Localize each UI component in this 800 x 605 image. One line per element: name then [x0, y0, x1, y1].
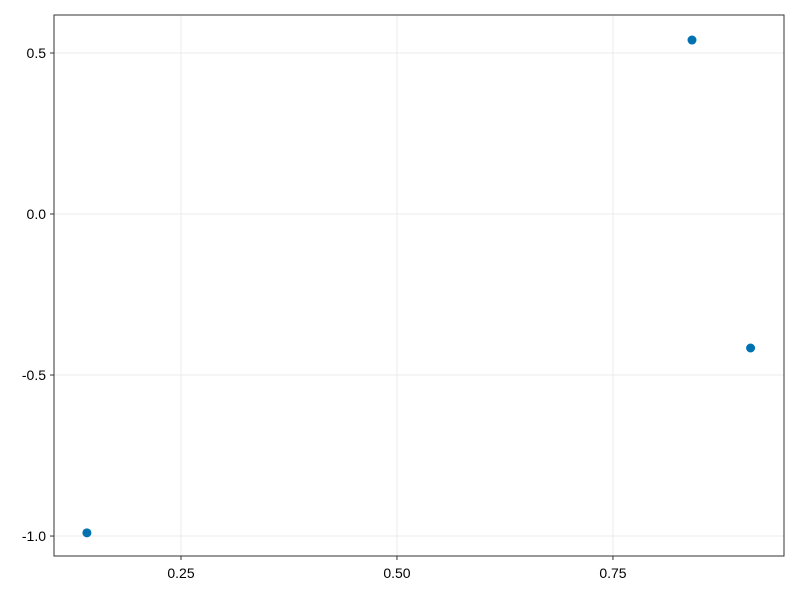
data-point: [746, 343, 756, 353]
y-tick-label: -1.0: [22, 528, 46, 544]
y-tick-label: 0.5: [27, 45, 47, 61]
grid: [54, 15, 784, 556]
tick-labels: 0.25 0.50 0.75 -1.0 -0.5 0.0 0.5: [22, 45, 627, 581]
data-point: [82, 528, 92, 538]
data-points: [82, 35, 756, 538]
y-tick-label: -0.5: [22, 367, 46, 383]
x-tick-label: 0.25: [167, 565, 194, 581]
y-tick-label: 0.0: [27, 206, 47, 222]
x-tick-label: 0.75: [599, 565, 626, 581]
plot-frame: [53, 14, 785, 557]
data-point: [687, 35, 697, 45]
x-tick-label: 0.50: [383, 565, 410, 581]
